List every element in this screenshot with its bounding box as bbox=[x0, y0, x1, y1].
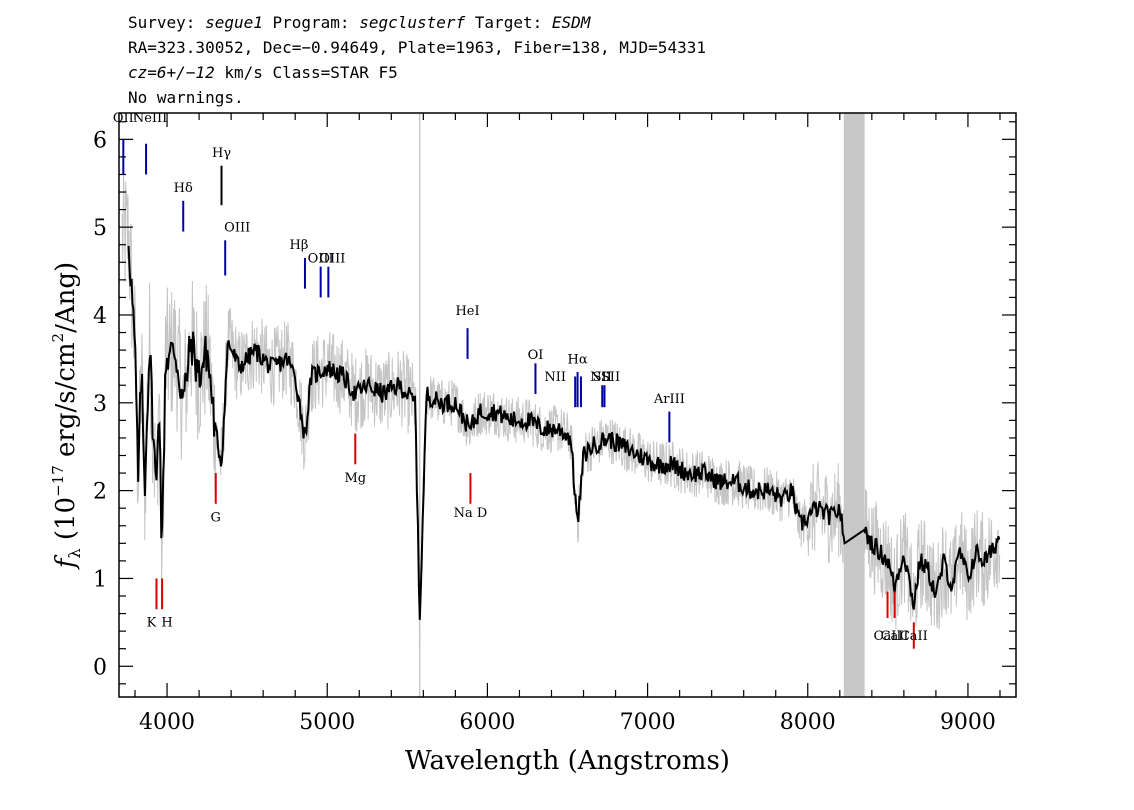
emission-line-label: Hβ bbox=[290, 238, 309, 253]
absorption-line-label: CaII bbox=[900, 629, 928, 644]
spectrum-header: Survey: segue1 Program: segclusterf Targ… bbox=[128, 13, 706, 107]
absorption-line-label: H bbox=[161, 616, 172, 631]
emission-line-label: OIII bbox=[308, 251, 334, 266]
absorption-line-label: Mg bbox=[344, 471, 366, 486]
emission-line-label: Hγ bbox=[212, 146, 231, 161]
y-axis-title: fλ (10−17 erg/s/cm2/Ang) bbox=[49, 262, 84, 570]
x-axis-title: Wavelength (Angstroms) bbox=[405, 746, 730, 776]
x-tick-label: 8000 bbox=[780, 710, 836, 735]
x-tick-label: 5000 bbox=[299, 710, 355, 735]
x-tick-label: 4000 bbox=[139, 710, 195, 735]
smoothed-flux-layer bbox=[127, 245, 1001, 620]
header-line-1: Survey: segue1 Program: segclusterf Targ… bbox=[128, 13, 592, 32]
axis-ticks: 4000 5000 6000 7000 8000 9000 0 1 2 3 4 5 6 bbox=[93, 113, 1016, 735]
header-line-4: No warnings. bbox=[128, 88, 244, 107]
header-line-2: RA=323.30052, Dec=−0.94649, Plate=1963, … bbox=[128, 38, 706, 57]
y-tick-label: 6 bbox=[93, 128, 107, 153]
plot-frame bbox=[118, 112, 1017, 698]
emission-line-label: OII bbox=[113, 111, 134, 126]
raw-flux-line bbox=[121, 166, 1001, 649]
emission-line-label: SII bbox=[601, 370, 620, 385]
y-tick-label: 5 bbox=[93, 216, 107, 241]
spectral-line-markers: OII NeIIIHδHγOIIIHβOIIIOIIIHeIOINIIHαNIIS… bbox=[113, 111, 928, 649]
emission-line-label: Hα bbox=[568, 352, 588, 367]
absorption-line-label: G bbox=[211, 510, 221, 525]
masked-region bbox=[843, 113, 865, 697]
x-tick-label: 9000 bbox=[940, 710, 996, 735]
y-tick-label: 3 bbox=[93, 392, 107, 417]
emission-line-label: Hδ bbox=[174, 181, 193, 196]
absorption-line-label: CaII bbox=[881, 629, 909, 644]
raw-flux-layer bbox=[121, 166, 1001, 649]
emission-line-label: SII bbox=[593, 370, 612, 385]
absorption-line-label: K bbox=[147, 616, 157, 631]
absorption-line-label: Na D bbox=[454, 506, 488, 521]
emission-line-label: NII bbox=[590, 370, 612, 385]
absorption-line-label: CaII bbox=[874, 629, 902, 644]
y-tick-label: 0 bbox=[93, 655, 107, 680]
masked-region-layer bbox=[843, 113, 865, 697]
emission-line-label: HeI bbox=[455, 304, 479, 319]
emission-line-label: OI bbox=[528, 348, 544, 363]
y-tick-label: 1 bbox=[93, 567, 107, 592]
y-tick-label: 4 bbox=[93, 304, 107, 329]
smoothed-flux-line bbox=[127, 245, 1001, 620]
emission-line-label: ArIII bbox=[653, 392, 685, 407]
emission-line-label: OIII bbox=[319, 251, 345, 266]
header-line-3: cz=6+/−12 km/s Class=STAR F5 bbox=[128, 63, 398, 82]
emission-line-label: OIII bbox=[224, 221, 250, 236]
emission-line-label: NeIII bbox=[133, 111, 167, 126]
y-tick-label: 2 bbox=[93, 480, 107, 505]
emission-line-label: NII bbox=[544, 370, 566, 385]
x-tick-label: 7000 bbox=[620, 710, 676, 735]
x-tick-label: 6000 bbox=[459, 710, 515, 735]
